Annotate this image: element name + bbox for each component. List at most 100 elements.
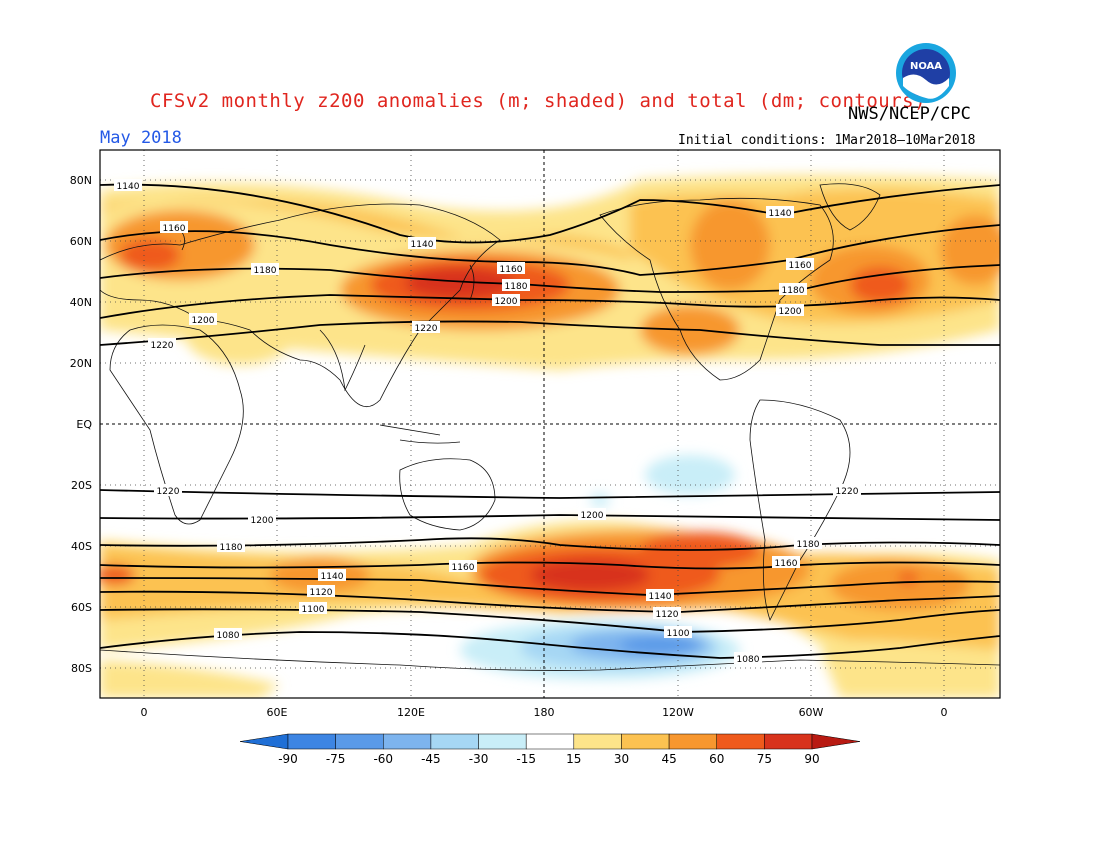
colorbar-label: -45 — [421, 752, 441, 766]
y-label: 40S — [71, 540, 92, 553]
contour-nh-1140 — [100, 183, 1000, 244]
chart-title: CFSv2 monthly z200 anomalies (m; shaded)… — [150, 90, 927, 112]
contour-label: 1220 — [836, 487, 859, 497]
coastline-japan — [469, 264, 475, 301]
y-label: 40N — [70, 296, 92, 309]
contour-label: 1120 — [310, 588, 333, 598]
coastline-australia — [399, 458, 496, 531]
period-label: May 2018 — [100, 128, 182, 148]
contour-label: 1120 — [656, 610, 679, 620]
height-contours — [100, 183, 1000, 659]
noaa-logo-icon: NOAA — [896, 43, 956, 103]
x-label: 120W — [662, 706, 694, 719]
colorbar-swatch — [716, 733, 765, 750]
contour-label: 1160 — [789, 261, 812, 271]
y-label: 80S — [71, 662, 92, 675]
x-axis-labels: 0 60E 120E 180 120W 60W 0 — [141, 706, 948, 719]
contour-label: 1140 — [321, 572, 344, 582]
colorbar-swatch — [573, 733, 622, 750]
contour-label: 1200 — [192, 316, 215, 326]
contour-sh-1080 — [100, 631, 1000, 659]
contour-label: 1180 — [797, 540, 820, 550]
contour-label: 1160 — [775, 559, 798, 569]
coastline-africa — [109, 324, 244, 525]
contour-label: 1220 — [157, 487, 180, 497]
coastline-north-america — [599, 197, 834, 381]
colorbar-swatch — [525, 733, 575, 750]
contour-label: 1160 — [500, 265, 523, 275]
contour-nh-1160 — [100, 224, 1000, 276]
contour-label: 1200 — [581, 511, 604, 521]
colorbar-label: 75 — [757, 752, 772, 766]
contour-label: 1180 — [782, 286, 805, 296]
colorbar-arrow-high — [811, 733, 861, 750]
x-label: 180 — [534, 706, 555, 719]
colorbar-swatch — [430, 733, 479, 750]
contour-label: 1140 — [117, 182, 140, 192]
colorbar-swatch — [478, 733, 527, 750]
contour-label: 1220 — [415, 324, 438, 334]
colorbar-swatch — [668, 733, 717, 750]
map-frame — [99, 149, 1001, 699]
colorbar-label: -90 — [278, 752, 298, 766]
logo-text: NOAA — [910, 61, 942, 72]
x-label: 120E — [397, 706, 425, 719]
colorbar-arrow-low — [239, 733, 289, 750]
colorbar-swatch — [335, 733, 384, 750]
contour-label: 1100 — [302, 605, 325, 615]
colorbar-label: 30 — [614, 752, 629, 766]
y-axis-labels: 80N 60N 40N 20N EQ 20S 40S 60S 80S — [70, 174, 93, 675]
colorbar-label: -60 — [373, 752, 393, 766]
colorbar-label: 90 — [804, 752, 819, 766]
credit-label: NWS/NCEP/CPC — [848, 104, 971, 124]
contour-sh-1220 — [100, 489, 1000, 499]
contour-label: 1080 — [217, 631, 240, 641]
colorbar-swatch — [287, 733, 336, 750]
contour-label: 1200 — [495, 297, 518, 307]
y-label: 20S — [71, 479, 92, 492]
initial-conditions: Initial conditions: 1Mar2018–10Mar2018 — [678, 133, 976, 148]
y-label: 20N — [70, 357, 92, 370]
x-label: 60W — [799, 706, 824, 719]
colorbar-label: 60 — [709, 752, 724, 766]
contour-sh-1120 — [100, 590, 1000, 613]
contour-label: 1080 — [737, 655, 760, 665]
colorbar-label: -75 — [326, 752, 346, 766]
y-label: 60S — [71, 601, 92, 614]
y-label: EQ — [76, 418, 92, 431]
coastline-greenland — [819, 183, 881, 231]
colorbar-swatch — [764, 733, 813, 750]
contour-sh-1180 — [100, 537, 1000, 551]
contour-sh-1200 — [100, 514, 1000, 521]
x-label: 0 — [141, 706, 148, 719]
contour-label: 1200 — [779, 307, 802, 317]
colorbar-label: -15 — [516, 752, 536, 766]
x-label: 0 — [941, 706, 948, 719]
contour-nh-1220 — [100, 320, 1000, 346]
contour-label: 1100 — [667, 629, 690, 639]
contour-label: 1180 — [220, 543, 243, 553]
contour-label: 1220 — [151, 341, 174, 351]
colorbar-label: -30 — [469, 752, 489, 766]
contour-sh-1140 — [100, 577, 1000, 596]
contour-label: 1140 — [411, 240, 434, 250]
colorbar-swatch — [621, 733, 670, 750]
coastline-south-america — [749, 399, 851, 622]
y-label: 60N — [70, 235, 92, 248]
contour-sh-1160 — [100, 561, 1000, 570]
coastline-indonesia — [379, 424, 461, 444]
x-label: 60E — [267, 706, 288, 719]
contour-label: 1180 — [254, 266, 277, 276]
contour-label: 1200 — [251, 516, 274, 526]
contour-label: 1180 — [505, 282, 528, 292]
contour-label: 1140 — [769, 209, 792, 219]
contour-label: 1140 — [649, 592, 672, 602]
contour-label: 1160 — [163, 224, 186, 234]
contour-nh-1200 — [100, 294, 1000, 319]
coastline-antarctica — [100, 649, 1000, 671]
y-label: 80N — [70, 174, 92, 187]
contour-sh-1100 — [100, 608, 1000, 633]
colorbar-label: 45 — [661, 752, 676, 766]
colorbar-label: 15 — [566, 752, 581, 766]
